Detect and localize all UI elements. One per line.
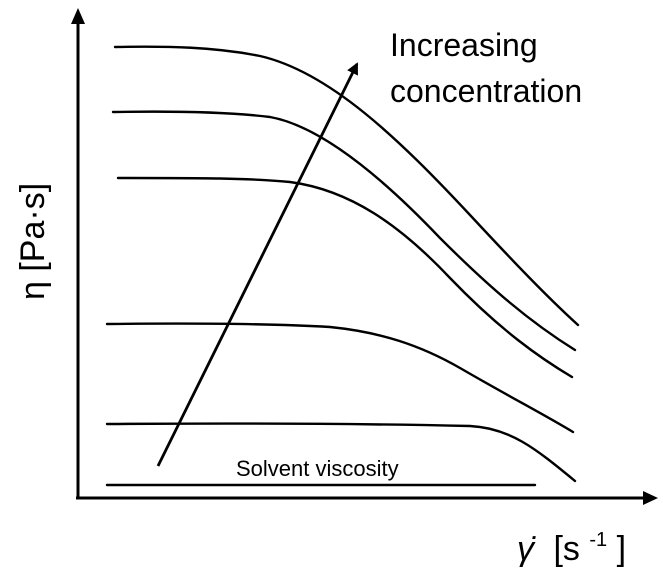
- x-axis-label: γ̇ [s -1 ]: [517, 516, 626, 568]
- x-axis-unit: [s: [553, 530, 579, 568]
- viscosity-curve-1: [113, 45, 580, 327]
- viscosity-curve-4: [105, 322, 575, 434]
- solvent-viscosity-label: Solvent viscosity: [236, 456, 399, 481]
- y-axis-arrowhead: [71, 8, 85, 24]
- concentration-arrow: [156, 62, 359, 467]
- annotation-line-2: concentration: [390, 73, 582, 109]
- x-axis-close: ]: [617, 530, 626, 568]
- viscosity-curve-5: [105, 422, 577, 483]
- viscosity-curve-3: [116, 176, 574, 379]
- x-axis-arrowhead: [643, 491, 658, 505]
- x-axis-exponent: -1: [589, 529, 607, 551]
- viscosity-curve-2: [111, 110, 577, 352]
- annotation-line-1: Increasing: [390, 27, 538, 63]
- y-axis-label: η [Pa·s]: [14, 183, 52, 300]
- x-axis-symbol: γ̇: [517, 530, 536, 568]
